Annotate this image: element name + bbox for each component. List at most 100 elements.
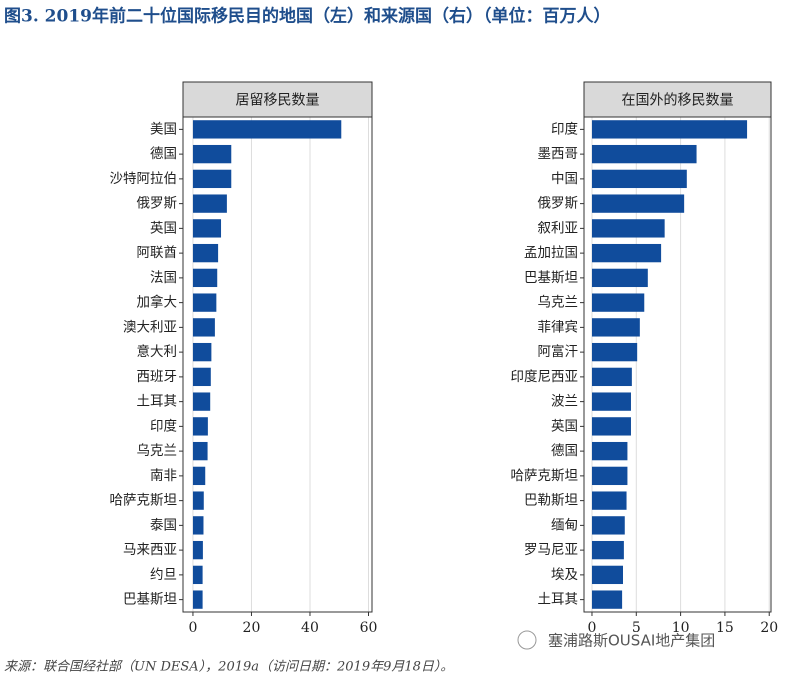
y-tick-label: 巴勒斯坦 (524, 493, 578, 509)
bar (192, 441, 208, 461)
watermark: 塞浦路斯OUSAI地产集团 (548, 632, 715, 650)
bar (591, 565, 623, 585)
y-tick-label: 罗马尼亚 (524, 542, 578, 558)
y-tick-label: 南非 (150, 468, 177, 484)
bar (591, 268, 648, 288)
source-note: 来源：联合国经社部（UN DESA），2019a（访问日期：2019年9月18日… (4, 659, 453, 675)
panel-title: 居留移民数量 (236, 93, 320, 109)
y-tick-label: 印度 (551, 121, 578, 137)
bar (591, 367, 632, 387)
x-tick-label: 40 (301, 620, 319, 636)
bar (192, 293, 217, 312)
x-tick-label: 0 (588, 620, 597, 636)
bar (591, 219, 665, 238)
bar (192, 342, 212, 362)
bar (192, 144, 232, 164)
y-tick-label: 墨西哥 (538, 146, 579, 162)
bar (192, 268, 218, 288)
y-tick-label: 法国 (150, 270, 177, 286)
y-tick-label: 哈萨克斯坦 (110, 493, 178, 509)
plot-area (584, 117, 771, 612)
y-tick-label: 印度 (150, 418, 177, 434)
y-tick-label: 德国 (150, 146, 177, 162)
y-tick-label: 缅甸 (551, 517, 578, 533)
y-tick-label: 埃及 (551, 567, 579, 583)
bar (192, 590, 203, 609)
x-tick-label: 5 (632, 620, 641, 636)
y-tick-label: 孟加拉国 (524, 245, 578, 261)
bar (192, 219, 222, 238)
y-tick-label: 叙利亚 (538, 220, 579, 236)
x-tick-label: 0 (188, 620, 197, 636)
bar (591, 293, 645, 312)
bar (192, 169, 232, 189)
bar (192, 540, 203, 560)
strip (182, 81, 373, 118)
y-tick-label: 沙特阿拉伯 (110, 171, 178, 187)
bar (192, 491, 204, 510)
y-tick-label: 阿联酋 (137, 244, 178, 261)
bar (591, 441, 628, 461)
y-tick-label: 马来西亚 (123, 542, 177, 558)
panel-title: 在国外的移民数量 (622, 93, 734, 109)
bar (192, 417, 208, 436)
y-tick-label: 中国 (551, 171, 578, 187)
y-tick-label: 乌克兰 (538, 295, 579, 311)
y-tick-label: 土耳其 (137, 394, 178, 410)
y-tick-label: 阿富汗 (538, 343, 579, 360)
bar (591, 342, 638, 362)
strip (583, 81, 772, 118)
plot-area (183, 117, 372, 612)
y-tick-label: 巴基斯坦 (123, 591, 177, 608)
bar (192, 367, 211, 387)
bar (591, 392, 631, 411)
y-tick-label: 乌克兰 (137, 443, 178, 459)
x-tick-label: 10 (672, 620, 690, 636)
y-tick-label: 西班牙 (137, 369, 178, 385)
bar (591, 243, 662, 263)
y-tick-label: 英国 (551, 417, 578, 434)
bar (192, 466, 206, 486)
bar (591, 516, 625, 535)
x-tick-label: 20 (760, 620, 778, 636)
y-tick-label: 约旦 (150, 567, 177, 583)
y-tick-label: 加拿大 (137, 294, 178, 311)
bar (591, 169, 687, 189)
y-tick-label: 印度尼西亚 (511, 369, 579, 385)
y-tick-label: 泰国 (150, 517, 177, 533)
bar (192, 565, 203, 585)
bar (192, 516, 204, 535)
bar (591, 144, 697, 164)
bar (591, 590, 623, 609)
bar (192, 243, 219, 263)
bar (192, 120, 342, 139)
x-tick-label: 60 (360, 620, 378, 636)
x-tick-label: 15 (716, 620, 734, 636)
y-tick-label: 意大利 (137, 343, 178, 360)
bar (591, 417, 631, 436)
y-tick-label: 波兰 (551, 394, 578, 410)
x-tick-label: 20 (243, 620, 261, 636)
y-tick-label: 土耳其 (538, 592, 579, 608)
plot-border (583, 116, 772, 613)
watermark-icon (517, 630, 537, 650)
y-tick-label: 德国 (551, 443, 578, 459)
bar (192, 392, 211, 411)
y-tick-label: 英国 (150, 219, 177, 236)
bar (591, 318, 640, 337)
y-tick-label: 菲律宾 (538, 319, 579, 335)
y-tick-label: 俄罗斯 (137, 196, 178, 212)
bar (591, 540, 624, 560)
plot-border (182, 116, 373, 613)
y-tick-label: 澳大利亚 (123, 319, 177, 335)
bar (591, 194, 685, 213)
bar (192, 318, 215, 337)
y-tick-label: 美国 (150, 121, 177, 137)
bar (591, 491, 627, 510)
bar (591, 120, 748, 139)
page-title: 图3. 2019年前二十位国际移民目的地国（左）和来源国（右）（单位：百万人） (4, 6, 610, 27)
bar (591, 466, 628, 486)
y-tick-label: 俄罗斯 (538, 196, 579, 212)
y-tick-label: 哈萨克斯坦 (511, 468, 579, 484)
